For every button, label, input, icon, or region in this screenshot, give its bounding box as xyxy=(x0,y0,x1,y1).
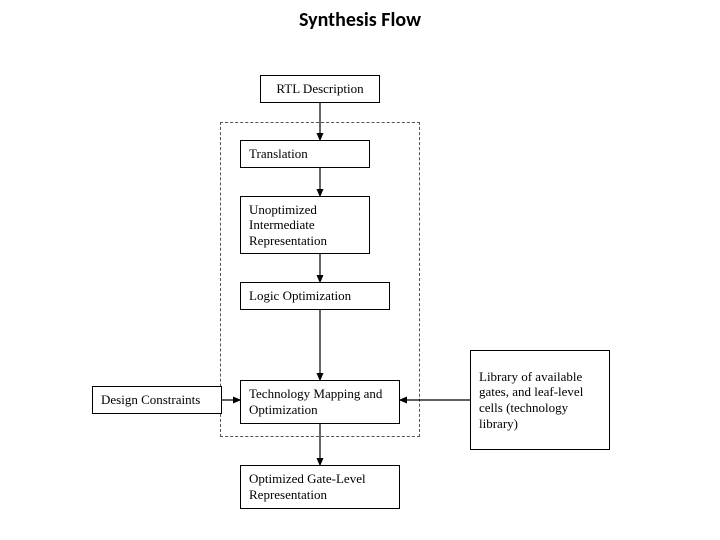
node-label: Translation xyxy=(249,146,308,162)
node-label: Optimized Gate-Level Representation xyxy=(249,471,391,502)
node-technology-library: Library of available gates, and leaf-lev… xyxy=(470,350,610,450)
node-label: Unoptimized Intermediate Representation xyxy=(249,202,361,249)
page-title: Synthesis Flow xyxy=(0,8,720,32)
node-translation: Translation xyxy=(240,140,370,168)
node-label: RTL Description xyxy=(276,81,363,97)
node-label: Logic Optimization xyxy=(249,288,351,304)
node-unoptimized-representation: Unoptimized Intermediate Representation xyxy=(240,196,370,254)
node-label: Technology Mapping and Optimization xyxy=(249,386,391,417)
node-design-constraints: Design Constraints xyxy=(92,386,222,414)
node-rtl-description: RTL Description xyxy=(260,75,380,103)
node-label: Library of available gates, and leaf-lev… xyxy=(479,369,601,431)
node-logic-optimization: Logic Optimization xyxy=(240,282,390,310)
node-label: Design Constraints xyxy=(101,392,200,408)
node-technology-mapping: Technology Mapping and Optimization xyxy=(240,380,400,424)
node-optimized-gate-level: Optimized Gate-Level Representation xyxy=(240,465,400,509)
